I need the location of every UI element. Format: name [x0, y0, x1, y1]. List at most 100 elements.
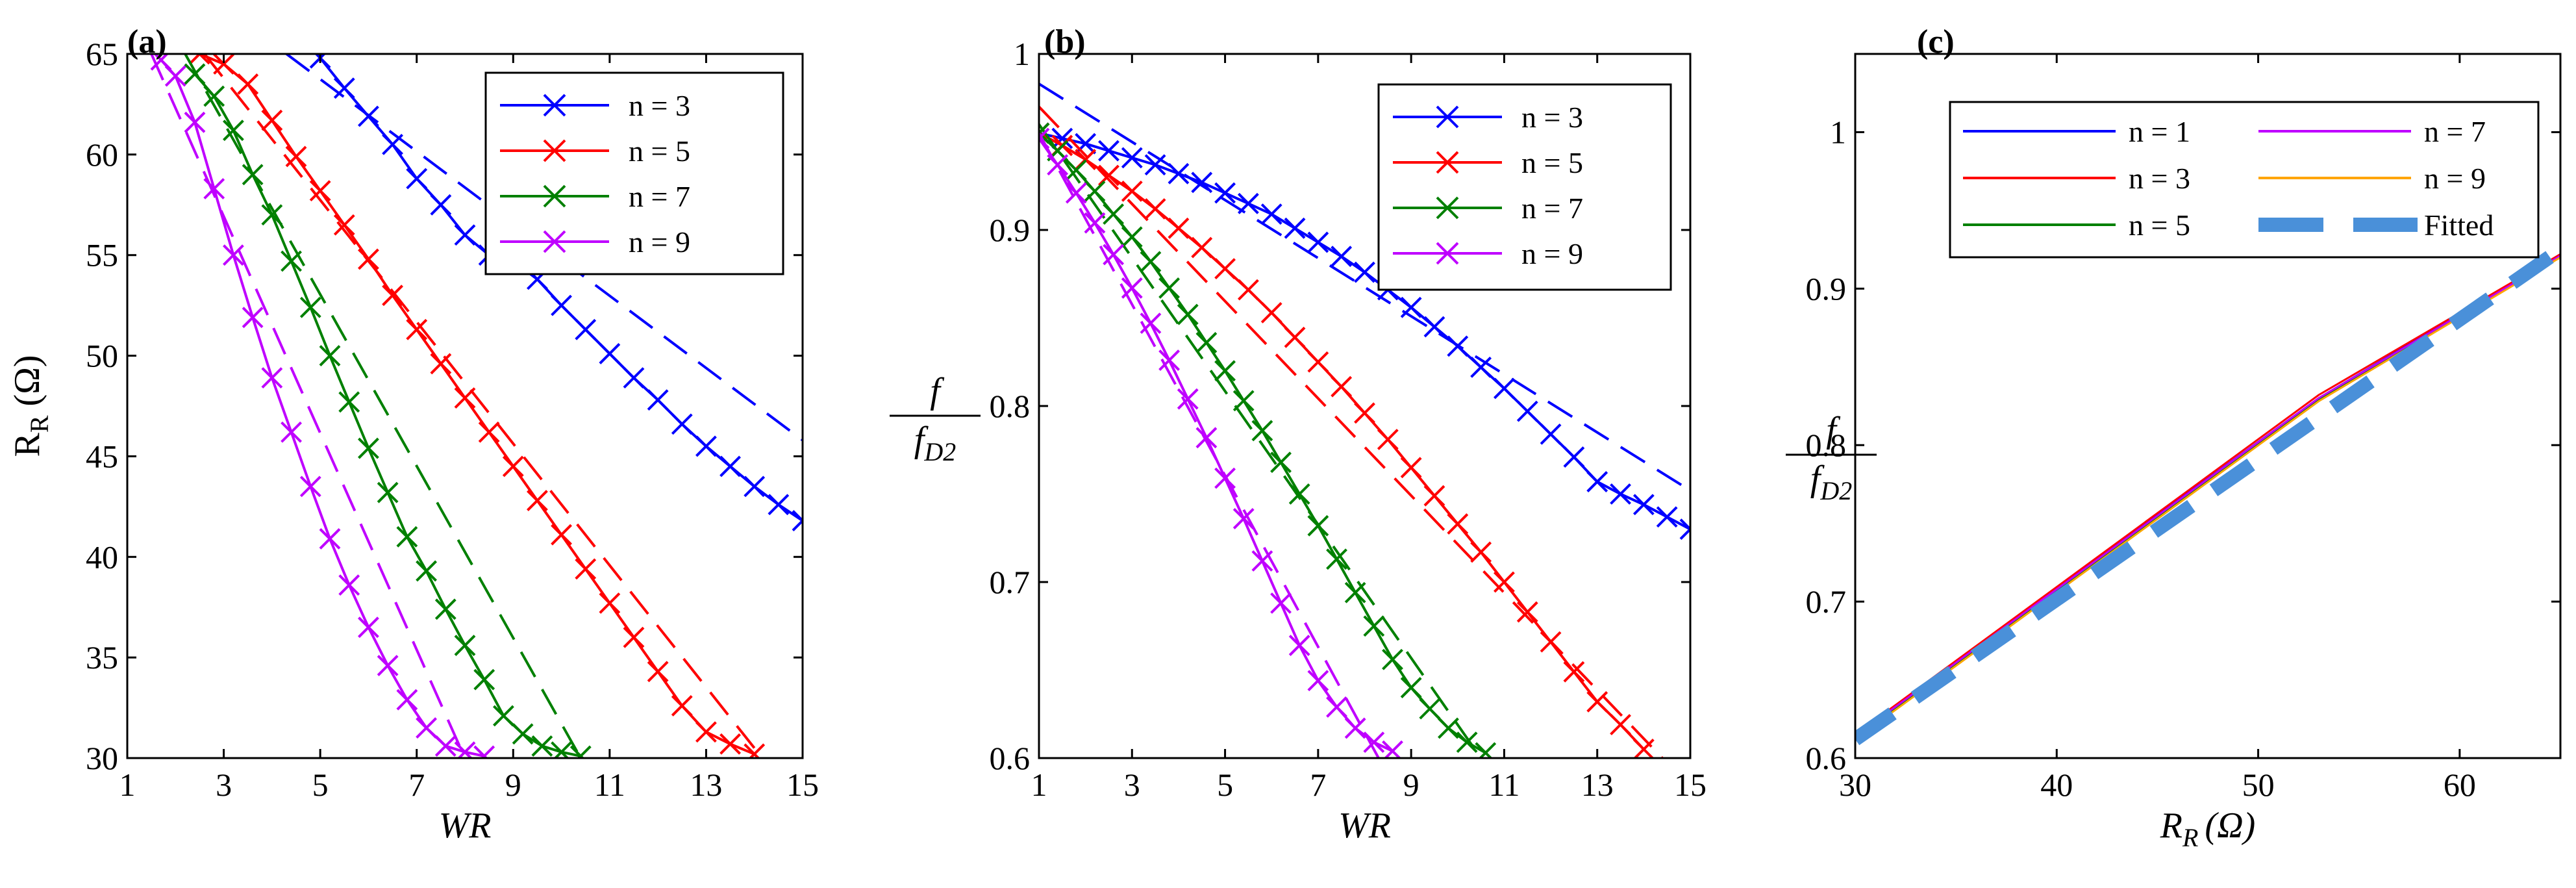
data-point-marker [358, 616, 379, 639]
data-point-marker [1610, 714, 1631, 735]
data-point-marker [261, 367, 283, 389]
legend-label: n = 5 [629, 134, 690, 168]
data-point-marker [1232, 390, 1255, 412]
x-axis-label-sub: R [2182, 823, 2198, 852]
data-point-marker [1326, 548, 1347, 570]
data-point-marker [531, 735, 553, 757]
x-tick-label: 1 [1031, 767, 1047, 803]
data-point-marker [382, 133, 403, 155]
data-point-marker [1494, 377, 1515, 400]
data-point-marker [551, 524, 572, 546]
legend-label: n = 9 [629, 225, 690, 259]
y-label-denominator: fD2 [914, 420, 956, 466]
data-point-marker [1656, 506, 1678, 528]
data-point-marker [1456, 731, 1478, 754]
y-label-den-sub: D2 [923, 437, 956, 466]
x-axis-label: RR (Ω) [2160, 806, 2255, 852]
data-point-marker [203, 85, 225, 107]
y-tick-label: 0.9 [1806, 270, 1847, 307]
data-point-marker [1632, 494, 1655, 516]
data-point-marker [1419, 698, 1441, 720]
data-point-marker [493, 705, 514, 727]
data-point-marker [434, 598, 456, 620]
data-point-marker [434, 735, 456, 757]
data-point-marker [1214, 360, 1236, 382]
series-line [1855, 255, 2560, 737]
legend-box [1949, 101, 2540, 259]
x-tick-label: 5 [312, 767, 329, 803]
legend: n = 1 n = 3 n = 5 n = 7 n = 9 Fitted [1949, 101, 2540, 259]
legend-label: n = 7 [629, 180, 690, 213]
panel-label: (b) [1044, 23, 1086, 60]
data-point-marker [213, 54, 234, 75]
y-axis-label-unit: (Ω) [7, 355, 47, 407]
fitted-line [1855, 244, 2560, 746]
data-point-marker [237, 73, 259, 95]
data-point-marker [575, 558, 597, 580]
data-point-marker [1140, 312, 1162, 335]
data-point-marker [333, 214, 355, 236]
y-tick-label: 1 [1014, 36, 1030, 72]
y-tick-label: 0.7 [1806, 583, 1847, 620]
x-tick-label: 60 [2444, 767, 2476, 803]
data-point-marker [1158, 349, 1181, 371]
legend: n = 3 n = 5 n = 7 n = 9 [1377, 83, 1672, 291]
legend-item: n = 5 [1963, 209, 2190, 242]
series-line [1855, 256, 2560, 741]
y-label-numerator: f [930, 371, 945, 411]
legend-label: n = 7 [1521, 192, 1583, 225]
series-n-9 [1855, 256, 2560, 741]
data-point-marker [1400, 677, 1422, 699]
data-point-marker [1195, 332, 1218, 353]
data-layer [1039, 82, 1690, 758]
series-n-3 [1039, 82, 1690, 540]
data-point-marker [473, 668, 495, 691]
data-point-marker [319, 527, 341, 550]
y-tick-label: 30 [86, 740, 118, 776]
y-tick-label: 45 [86, 438, 118, 474]
data-point-marker [1270, 451, 1292, 474]
data-point-marker [623, 367, 645, 389]
data-point-marker [1307, 231, 1329, 253]
series-n-5 [189, 54, 766, 758]
data-point-marker [223, 244, 244, 266]
data-point-marker [1354, 261, 1375, 283]
data-point-marker [309, 180, 331, 202]
x-tick-label: 13 [690, 767, 722, 803]
y-tick-label: 0.6 [1806, 740, 1847, 776]
data-point-marker [1084, 212, 1106, 234]
data-point-marker [1051, 127, 1073, 149]
data-point-marker [454, 741, 476, 758]
legend-label: n = 3 [1521, 101, 1583, 134]
y-tick-label: 60 [86, 136, 118, 173]
data-point-marker [454, 635, 476, 656]
data-point-marker [1288, 635, 1310, 656]
data-point-marker [1400, 457, 1422, 479]
legend-item: n = 5 [1393, 146, 1583, 179]
data-point-marker [744, 476, 766, 498]
legend-marker [1436, 242, 1459, 265]
data-point-marker [695, 435, 717, 457]
x-tick-label: 3 [216, 767, 232, 803]
legend-box [1377, 83, 1672, 291]
data-point-marker [1470, 541, 1492, 563]
data-point-marker [1326, 696, 1347, 718]
data-point-marker [1158, 277, 1181, 299]
legend-marker [543, 230, 566, 253]
data-point-marker [1284, 217, 1306, 239]
legend-label: n = 5 [1521, 146, 1583, 179]
data-point-marker [551, 294, 572, 316]
data-point-marker [1563, 661, 1585, 683]
data-point-marker [478, 421, 500, 443]
panel-label: (a) [127, 23, 167, 60]
data-point-marker [358, 437, 379, 459]
series-line [1855, 255, 2560, 739]
legend-marker [1436, 151, 1459, 174]
legend-marker [543, 94, 566, 117]
data-point-marker [671, 413, 693, 435]
data-point-marker [1191, 236, 1213, 259]
data-point-marker [184, 63, 206, 85]
data-point-marker [416, 717, 437, 739]
data-point-marker [719, 733, 741, 755]
